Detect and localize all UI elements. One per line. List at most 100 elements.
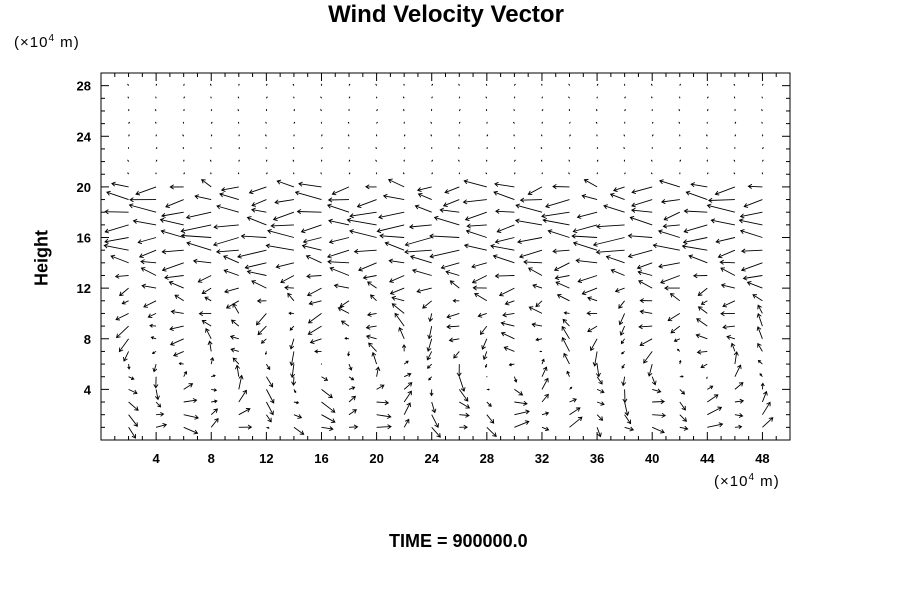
wind-vector	[482, 351, 488, 361]
wind-vector	[572, 224, 598, 234]
wind-vector	[477, 312, 487, 318]
wind-vector	[170, 309, 184, 315]
wind-vector	[152, 363, 158, 373]
wind-vector	[439, 207, 460, 213]
wind-vector	[292, 172, 295, 175]
wind-vector	[265, 159, 268, 162]
wind-vector	[327, 259, 350, 265]
wind-vector	[267, 228, 295, 238]
x-unit-base: ×10	[720, 473, 749, 490]
wind-vector	[449, 280, 460, 289]
wind-vector	[376, 121, 378, 124]
wind-vector	[266, 376, 274, 388]
wind-vector	[430, 121, 433, 124]
wind-vector	[660, 275, 680, 284]
wind-vector	[266, 389, 275, 404]
wind-vector	[734, 121, 737, 124]
wind-vector	[416, 287, 432, 294]
wind-vector	[309, 338, 322, 344]
wind-vector	[128, 121, 130, 124]
wind-vector	[403, 147, 406, 150]
wind-vector	[169, 338, 184, 346]
wind-vector	[365, 184, 377, 190]
wind-vector	[726, 334, 736, 340]
wind-vector	[403, 159, 405, 162]
wind-vector	[104, 209, 129, 215]
wind-vector	[260, 338, 267, 344]
wind-vector	[569, 398, 577, 403]
wind-vector	[302, 237, 322, 244]
wind-vector	[458, 172, 461, 175]
x-tick-label: 24	[424, 451, 439, 466]
wind-vector	[592, 237, 625, 247]
wind-vector	[183, 398, 198, 404]
wind-vector	[563, 311, 570, 315]
wind-vector	[595, 121, 598, 124]
wind-vector	[498, 287, 515, 297]
wind-vector	[692, 273, 708, 279]
wind-vector	[563, 352, 570, 365]
wind-vector	[156, 412, 165, 417]
wind-vector	[618, 313, 626, 326]
wind-vector	[433, 215, 460, 226]
wind-vector	[652, 399, 666, 405]
wind-vector	[210, 146, 212, 150]
wind-vector	[321, 134, 323, 137]
wind-vector	[238, 389, 247, 403]
wind-vector	[127, 83, 129, 86]
wind-vector	[211, 374, 216, 378]
wind-vector	[182, 121, 185, 124]
wind-vector	[682, 237, 708, 245]
wind-vector	[389, 275, 405, 283]
wind-vector	[173, 350, 184, 357]
wind-vector	[621, 376, 627, 387]
wind-vector	[624, 172, 626, 175]
wind-vector	[720, 267, 736, 276]
wind-vector	[411, 268, 432, 276]
wind-vector	[458, 159, 460, 162]
wind-vector	[290, 364, 296, 379]
wind-vector	[589, 338, 598, 352]
wind-vector	[168, 280, 184, 289]
x-tick-label: 44	[700, 451, 715, 466]
wind-vector	[561, 336, 570, 352]
wind-vector	[541, 96, 544, 99]
wind-vector	[466, 223, 487, 229]
wind-vector	[486, 401, 492, 407]
wind-vector	[344, 336, 350, 340]
wind-vector	[375, 96, 378, 99]
wind-vector	[587, 325, 598, 333]
wind-vector	[276, 179, 295, 188]
wind-vector	[348, 83, 351, 86]
wind-vector	[348, 363, 353, 371]
wind-vector	[204, 296, 212, 302]
wind-vector	[706, 159, 709, 162]
wind-vector	[230, 347, 239, 353]
wind-vector	[427, 326, 433, 340]
wind-vector	[143, 300, 157, 308]
wind-vector	[215, 249, 239, 255]
wind-vector	[514, 389, 524, 396]
wind-vector	[752, 294, 763, 302]
wind-vector	[429, 389, 434, 397]
y-tick-label: 24	[77, 129, 92, 144]
wind-vector	[472, 285, 487, 291]
wind-vector	[624, 108, 626, 112]
wind-vector	[211, 399, 218, 404]
wind-vector	[561, 325, 570, 340]
wind-vector	[739, 229, 763, 238]
wind-vector	[111, 181, 129, 188]
wind-vector	[651, 134, 654, 137]
wind-vector	[733, 351, 739, 365]
wind-vector	[180, 224, 212, 234]
wind-vector	[581, 287, 598, 296]
wind-vector	[697, 287, 708, 297]
wind-vector	[541, 108, 544, 112]
wind-vector	[403, 83, 405, 86]
wind-vector	[266, 363, 271, 371]
wind-vector	[663, 211, 680, 221]
wind-vector	[739, 211, 763, 219]
wind-vector	[485, 96, 488, 99]
wind-vector	[365, 324, 377, 330]
